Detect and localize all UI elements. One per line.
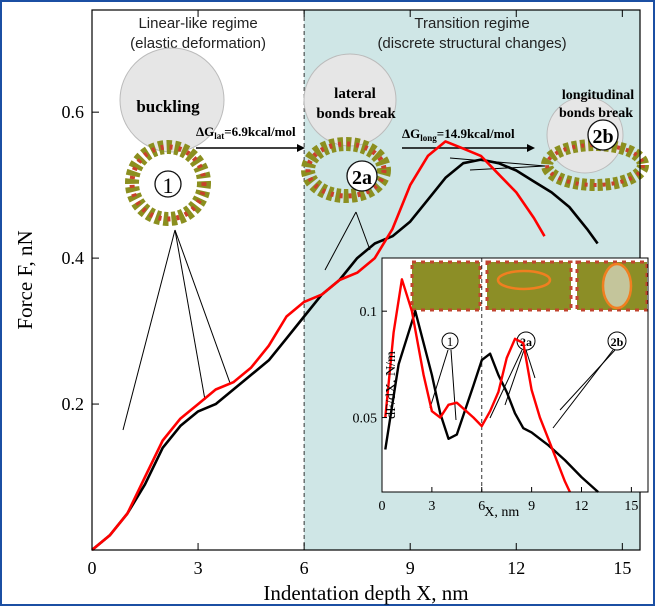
label-2b: 2b: [592, 126, 613, 148]
inset-image-2a-highlight: [496, 269, 552, 291]
inset-x-tick-label: 6: [478, 499, 485, 514]
microtubule-ring-2b-inner: [545, 143, 645, 187]
label-circle-2b: [587, 119, 619, 151]
longitudinal-label: longitudinal: [562, 88, 634, 103]
main-y-tick-label: 0.4: [62, 248, 85, 268]
delta-g-long-arrowhead: [527, 144, 535, 152]
linear-regime-sublabel: (elastic deformation): [130, 35, 266, 52]
inset-axes: 0 3 6 9 12 15 0.05 0.1 X, nm dF/dX, N/m: [353, 257, 649, 520]
main-x-tick-label: 12: [507, 558, 525, 578]
inset-image-1-stripes: [410, 260, 482, 312]
main-x-tick-label: 15: [613, 558, 631, 578]
inset-series-red-line: [384, 278, 571, 493]
delta-g-lat-value: =6.9kcal/mol: [224, 124, 296, 139]
main-series-black-line: [91, 158, 599, 552]
inset-label-circle-2b: [607, 331, 627, 351]
main-x-axis-label: Indentation depth X, nm: [263, 581, 468, 605]
main-y-tick-label: 0.6: [62, 102, 85, 122]
linear-regime-label: Linear-like regime: [138, 15, 257, 32]
inset-image-2a-stripes: [485, 260, 573, 312]
delta-g-long-symbol: ΔG: [402, 126, 420, 141]
illustration-2b: 2b: [541, 96, 649, 191]
lateral-bonds-break-label: bonds break: [316, 106, 396, 122]
inset-series-group: [384, 278, 599, 493]
inset-y-tick-label: 0.1: [360, 305, 378, 320]
inset-images: [410, 260, 649, 312]
label-circle-1: [154, 170, 182, 198]
inset-x-tick-label: 0: [379, 499, 386, 514]
inset-pointer-1b: [450, 349, 457, 421]
inset-label-circle-1: [441, 332, 459, 350]
inset-y-tick-label: 0.05: [353, 412, 378, 427]
delta-g-lat-subscript: lat: [214, 131, 224, 141]
delta-g-lat-label: ΔGlat=6.9kcal/mol: [196, 124, 296, 141]
illustration-2a: 2a: [301, 53, 397, 203]
inset-x-axis-label: X, nm: [484, 505, 519, 520]
delta-g-long-subscript: long: [420, 133, 437, 143]
label-1: 1: [163, 173, 174, 198]
pointer-1b: [174, 229, 231, 384]
inset-x-tick-label: 15: [624, 499, 638, 514]
afm-tip-sphere: [119, 47, 225, 153]
inset-image-1: [412, 262, 480, 310]
delta-g-lat-symbol: ΔG: [196, 124, 214, 139]
pointer-2a-a: [324, 211, 357, 271]
buckling-label: buckling: [136, 97, 200, 116]
main-series-group: [91, 140, 599, 552]
delta-g-lat-arrowhead: [297, 144, 305, 152]
inset-image-2b-stripes: [575, 260, 649, 312]
label-circle-2a: [346, 160, 378, 192]
transition-regime-sublabel: (discrete structural changes): [377, 35, 566, 52]
inset-x-tick-label: 3: [428, 499, 435, 514]
main-x-tick-label: 9: [406, 558, 415, 578]
delta-g-long-value: =14.9kcal/mol: [437, 126, 515, 141]
main-y-tick-label: 0.2: [62, 394, 85, 414]
label-2a: 2a: [352, 167, 372, 189]
main-x-tick-label: 3: [194, 558, 203, 578]
inset-x-tick-label: 12: [575, 499, 589, 514]
inset-pointer-1a: [429, 349, 449, 409]
main-x-tick-label: 0: [88, 558, 97, 578]
inset-pointer-2b-b: [559, 349, 616, 411]
pointer-2a-b: [355, 211, 371, 251]
lateral-label: lateral: [334, 86, 376, 102]
microtubule-ring-1-inner: [129, 144, 207, 222]
inset-image-2b-highlight: [601, 262, 633, 310]
inset-pointer-2a-c: [525, 349, 536, 379]
inset-label-1: 1: [447, 334, 454, 349]
inset-pointer-2a-a: [489, 349, 523, 419]
main-series-red-line: [91, 140, 546, 552]
inset-series-black-line: [384, 310, 599, 493]
delta-g-long-label: ΔGlong=14.9kcal/mol: [402, 126, 515, 143]
illustration-1: 1: [119, 47, 225, 226]
main-x-tick-label: 6: [300, 558, 309, 578]
longitudinal-bonds-break-label: bonds break: [559, 106, 633, 121]
pointer-1a: [174, 229, 206, 401]
microtubule-ring-2a-inner: [305, 141, 387, 199]
inset-plot-frame: [381, 257, 649, 493]
inset-label-2b: 2b: [611, 335, 624, 349]
main-y-axis-label: Force F, nN: [13, 230, 37, 329]
inset-y-axis-label: dF/dX, N/m: [384, 351, 399, 419]
inset-x-tick-label: 9: [528, 499, 535, 514]
inset-image-2a: [487, 262, 571, 310]
transition-regime-label: Transition regime: [414, 15, 529, 32]
pointer-1c: [122, 229, 176, 431]
